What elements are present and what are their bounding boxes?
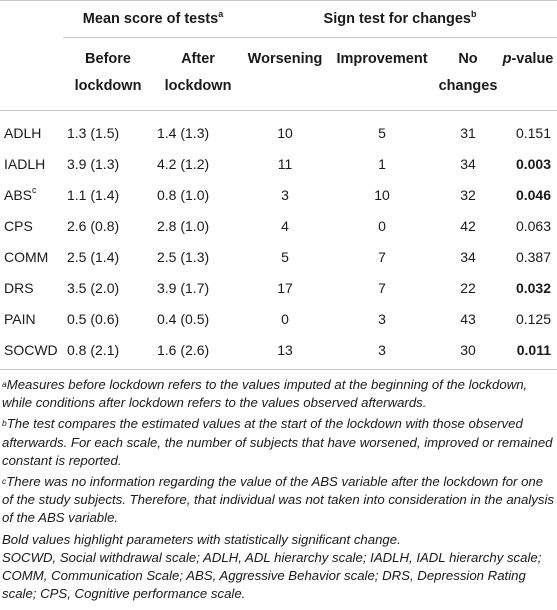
no-changes-cell: 30 [460, 341, 476, 358]
footnote-marker-c: c [32, 184, 37, 195]
worsening-cell: 5 [281, 248, 289, 265]
header-mean-score-group: Mean score of testsa [63, 0, 243, 38]
before-lockdown-cell: 0.5 (0.6) [67, 310, 120, 327]
header-before-lockdown: Before lockdown [74, 51, 142, 94]
table-row: IADLH 3.9 (1.3) 4.2 (1.2) 11 1 34 0.003 [0, 148, 557, 179]
worsening-cell: 0 [281, 310, 289, 327]
p-value-cell: 0.063 [515, 217, 552, 234]
abbreviations-note: SOCWD, Social withdrawal scale; ADLH, AD… [2, 549, 542, 602]
p-value-cell: 0.125 [515, 310, 552, 327]
table-header: Mean score of testsa Sign test for chang… [0, 0, 557, 111]
footnote-c: cThere was no information regarding the … [2, 474, 554, 526]
footnote-a: aMeasures before lockdown refers to the … [2, 377, 528, 411]
no-changes-cell: 22 [460, 279, 476, 296]
improvement-cell: 10 [374, 186, 390, 203]
table-row: PAIN 0.5 (0.6) 0.4 (0.5) 0 3 43 0.125 [0, 303, 557, 334]
table-row: CPS 2.6 (0.8) 2.8 (1.0) 4 0 42 0.063 [0, 210, 557, 241]
header-worsening: Worsening [247, 51, 323, 67]
improvement-cell: 0 [378, 217, 386, 234]
after-lockdown-cell: 2.5 (1.3) [157, 248, 210, 265]
worsening-cell: 3 [281, 186, 289, 203]
p-value-cell: 0.011 [516, 341, 552, 358]
after-lockdown-cell: 1.4 (1.3) [157, 124, 210, 141]
scale-label-cell: DRS [4, 279, 34, 296]
bold-values-note: Bold values highlight parameters with st… [2, 531, 401, 547]
worsening-cell: 11 [277, 155, 293, 172]
no-changes-cell: 42 [460, 217, 476, 234]
p-value-cell: 0.151 [515, 124, 552, 141]
p-value-cell: 0.032 [515, 279, 552, 296]
results-table: Mean score of testsa Sign test for chang… [0, 0, 557, 370]
before-lockdown-cell: 2.6 (0.8) [67, 217, 120, 234]
no-changes-cell: 34 [460, 248, 476, 265]
header-after-lockdown: After lockdown [164, 51, 232, 94]
worsening-cell: 17 [277, 279, 293, 296]
header-mean-score-label: Mean score of tests [82, 11, 219, 27]
scale-label-cell: PAIN [4, 310, 36, 327]
results-table-container: Mean score of testsa Sign test for chang… [0, 0, 557, 370]
table-row: ADLH 1.3 (1.5) 1.4 (1.3) 10 5 31 0.151 [0, 111, 557, 149]
table-row: COMM 2.5 (1.4) 2.5 (1.3) 5 7 34 0.387 [0, 241, 557, 272]
before-lockdown-cell: 1.3 (1.5) [67, 124, 120, 141]
scale-label-cell: COMM [4, 248, 49, 265]
scale-label-cell: IADLH [4, 155, 46, 172]
improvement-cell: 7 [378, 248, 386, 265]
header-sign-test-group: Sign test for changesb [243, 0, 557, 38]
table-row: SOCWD 0.8 (2.1) 1.6 (2.6) 13 3 30 0.011 [0, 334, 557, 370]
before-lockdown-cell: 1.1 (1.4) [67, 186, 120, 203]
footnote-b: bThe test compares the estimated values … [2, 416, 553, 468]
no-changes-cell: 34 [460, 155, 476, 172]
no-changes-cell: 31 [460, 124, 476, 141]
after-lockdown-cell: 4.2 (1.2) [157, 155, 210, 172]
worsening-cell: 4 [281, 217, 289, 234]
header-p-value: p-value [502, 51, 554, 67]
header-scale-cell [0, 38, 63, 111]
after-lockdown-cell: 0.8 (1.0) [157, 186, 210, 203]
scale-label-cell: ABSc [4, 184, 37, 203]
footnote-marker-b: b [470, 9, 477, 19]
no-changes-cell: 32 [460, 186, 476, 203]
scale-label-cell: ADLH [4, 124, 42, 141]
header-empty-cell [0, 1, 63, 38]
before-lockdown-cell: 3.5 (2.0) [67, 279, 120, 296]
header-sign-test-label: Sign test for changes [323, 11, 471, 27]
before-lockdown-cell: 0.8 (2.1) [67, 341, 120, 358]
worsening-cell: 10 [277, 124, 293, 141]
p-value-cell: 0.003 [515, 155, 552, 172]
after-lockdown-cell: 3.9 (1.7) [157, 279, 210, 296]
after-lockdown-cell: 0.4 (0.5) [157, 310, 210, 327]
before-lockdown-cell: 3.9 (1.3) [67, 155, 120, 172]
before-lockdown-cell: 2.5 (1.4) [67, 248, 120, 265]
improvement-cell: 3 [378, 341, 386, 358]
header-group-row: Mean score of testsa Sign test for chang… [0, 0, 557, 38]
after-lockdown-cell: 1.6 (2.6) [157, 341, 210, 358]
header-improvement: Improvement [336, 51, 428, 67]
footnote-marker-a: a [218, 9, 224, 19]
improvement-cell: 1 [378, 155, 386, 172]
table-footnotes: aMeasures before lockdown refers to the … [0, 370, 557, 603]
scale-label-cell: CPS [4, 217, 33, 234]
after-lockdown-cell: 2.8 (1.0) [157, 217, 210, 234]
header-no-changes: No changes [438, 51, 498, 94]
table-body: ADLH 1.3 (1.5) 1.4 (1.3) 10 5 31 0.151 IADLH 3.9… [0, 111, 557, 370]
header-column-row: Before lockdown After lockdown Worsening… [0, 38, 557, 111]
table-row: ABSc 1.1 (1.4) 0.8 (1.0) 3 10 32 0.046 [0, 179, 557, 210]
table-row: DRS 3.5 (2.0) 3.9 (1.7) 17 7 22 0.032 [0, 272, 557, 303]
p-value-cell: 0.387 [515, 248, 552, 265]
improvement-cell: 3 [378, 310, 386, 327]
improvement-cell: 5 [378, 124, 386, 141]
no-changes-cell: 43 [460, 310, 476, 327]
improvement-cell: 7 [378, 279, 386, 296]
p-value-cell: 0.046 [515, 186, 552, 203]
scale-label-cell: SOCWD [4, 341, 58, 358]
worsening-cell: 13 [277, 341, 293, 358]
